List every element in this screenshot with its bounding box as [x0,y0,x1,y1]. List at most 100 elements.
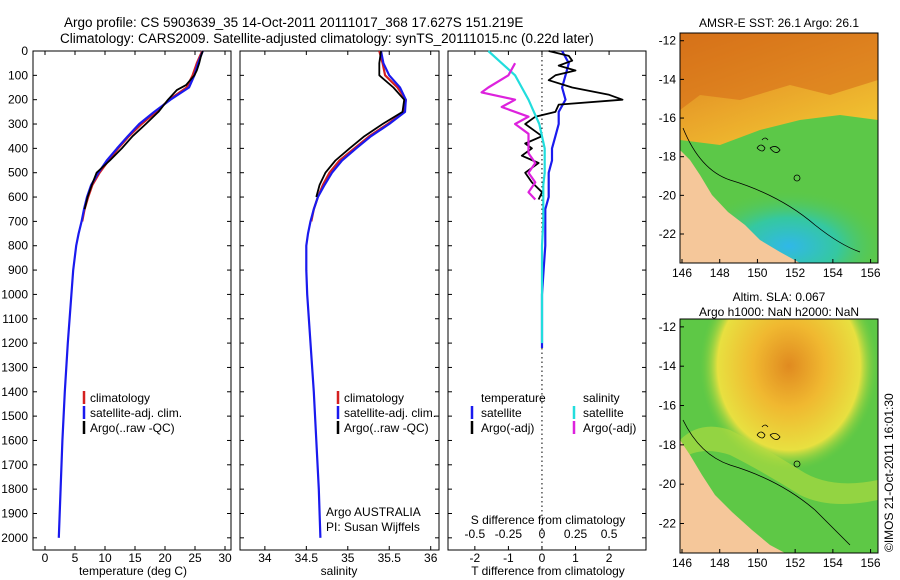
lon-tick-label: 152 [785,266,805,280]
x-tick-label: 35.5 [378,551,402,565]
lon-tick-label: 154 [823,266,843,280]
argo-float-marker [793,174,801,182]
temperature-profile-chart: 0 5 10 15 20 25 30 [42,50,232,565]
s-diff-tick-label: -0.5 [465,527,486,541]
legend-label-s-argo: Argo(-adj) [583,421,636,435]
lon-tick-label: 154 [823,556,843,570]
series-line-sal_satellite [487,50,546,344]
depth-tick-label: 400 [8,141,28,155]
depth-axis: 0 100 200 300 400 500 600 700 800 900 1000 1100 1200… [1,44,646,545]
depth-tick-label: 1400 [1,385,28,399]
lon-tick-label: 156 [861,266,881,280]
legend-label-t-argo: Argo(-adj) [481,421,534,435]
sla-map-title-line2: Argo h1000: NaN h2000: NaN [699,305,859,319]
lat-tick-label: -14 [659,72,677,86]
depth-tick-label: 1600 [1,433,28,447]
sst-map-frame [679,32,879,264]
sla-map [680,319,878,553]
x-tick-label: 15 [128,551,142,565]
series-line-sal_argo [480,62,537,201]
pi-annotation: PI: Susan Wijffels [326,520,420,534]
salinity-profile-chart: 34 34.5 35 35.5 36 [258,50,438,565]
argo-float-marker [793,460,801,468]
lat-tick-label: -18 [659,150,677,164]
lat-tick-label: -22 [659,517,677,531]
s-diff-tick-label: 0.25 [564,527,588,541]
series-line-argo [83,50,204,210]
legend-label-satellite: satellite-adj. clim. [90,406,182,420]
series-line-argo [520,50,624,200]
lat-tick-label: -20 [659,188,677,202]
legend-label-argo: Argo(..raw -QC) [344,421,429,435]
depth-tick-label: 900 [8,263,28,277]
sst-reef-islets [756,137,781,153]
legend-label-climatology: climatology [344,391,404,405]
sla-yellow-band [680,426,878,504]
x-tick-label: 30 [218,551,232,565]
salinity-axis-label: salinity [321,564,358,578]
depth-tick-label: 1900 [1,506,28,520]
imos-credit: ©IMOS 21-Oct-2011 16:01:30 [882,393,896,552]
salinity-panel-frame [239,50,440,551]
temperature-legend: climatology satellite-adj. clim. Argo(..… [82,391,182,435]
x-tick-label: 10 [98,551,112,565]
difference-panel-frame [447,50,647,551]
depth-tick-label: 1000 [1,287,28,301]
x-tick-label: 36 [424,551,438,565]
depth-tick-label: 1300 [1,360,28,374]
sla-reef-islets [756,424,781,440]
x-tick-label: 5 [72,551,79,565]
depth-tick-label: 0 [21,44,28,58]
lon-tick-label: 146 [672,556,692,570]
x-tick-label: 35 [341,551,355,565]
legend-label-satellite: satellite-adj. clim. [344,406,436,420]
depth-tick-label: 800 [8,239,28,253]
legend-label-s-satellite: satellite [583,406,624,420]
depth-tick-label: 300 [8,117,28,131]
x-tick-label: 20 [158,551,172,565]
lon-tick-label: 156 [861,556,881,570]
x-tick-label: 34 [258,551,272,565]
lon-tick-label: 148 [710,266,730,280]
x-tick-label: 0 [539,551,546,565]
s-diff-tick-label: -0.25 [495,527,523,541]
sst-reef-contour [682,127,861,253]
lat-tick-label: -18 [659,438,677,452]
depth-tick-label: 100 [8,68,28,82]
lat-tick-label: -20 [659,477,677,491]
s-diff-tick-label: 0.5 [601,527,618,541]
lat-tick-label: -16 [659,111,677,125]
sla-map-title-line1: Altim. SLA: 0.067 [733,290,826,304]
legend-label-argo: Argo(..raw -QC) [90,421,175,435]
depth-tick-label: 1700 [1,458,28,472]
sst-warm-patch [680,33,878,110]
sst-map-title: AMSR-E SST: 26.1 Argo: 26.1 [699,16,859,30]
lon-tick-label: 146 [672,266,692,280]
lat-tick-label: -16 [659,399,677,413]
sla-map-frame [679,318,879,554]
legend-group-salinity: salinity [583,391,620,405]
temperature-axis-label: temperature (deg C) [79,564,187,578]
difference-legend: temperature salinity satellite Argo(-adj… [470,391,636,435]
depth-tick-label: 1500 [1,409,28,423]
depth-tick-label: 2000 [1,531,28,545]
lon-tick-label: 152 [785,556,805,570]
x-tick-label: 0 [42,551,49,565]
lat-tick-label: -12 [659,34,677,48]
lon-tick-label: 148 [710,556,730,570]
x-tick-label: -1 [503,551,514,565]
series-line-satellite [305,50,407,538]
depth-tick-label: 1800 [1,482,28,496]
sla-land [680,440,785,553]
depth-tick-label: 200 [8,93,28,107]
lat-tick-label: -22 [659,227,677,241]
lon-tick-label: 150 [747,556,767,570]
map-axes: 146 148 150 152 154 156 -12 -14 -16 -18 -20 -22 146 1… [659,34,881,570]
legend-label-t-satellite: satellite [481,406,522,420]
depth-tick-label: 600 [8,190,28,204]
x-tick-label: 25 [188,551,202,565]
sst-land [680,150,800,263]
header-title-line2: Climatology: CARS2009. Satellite-adjuste… [60,31,594,46]
depth-tick-label: 1200 [1,336,28,350]
